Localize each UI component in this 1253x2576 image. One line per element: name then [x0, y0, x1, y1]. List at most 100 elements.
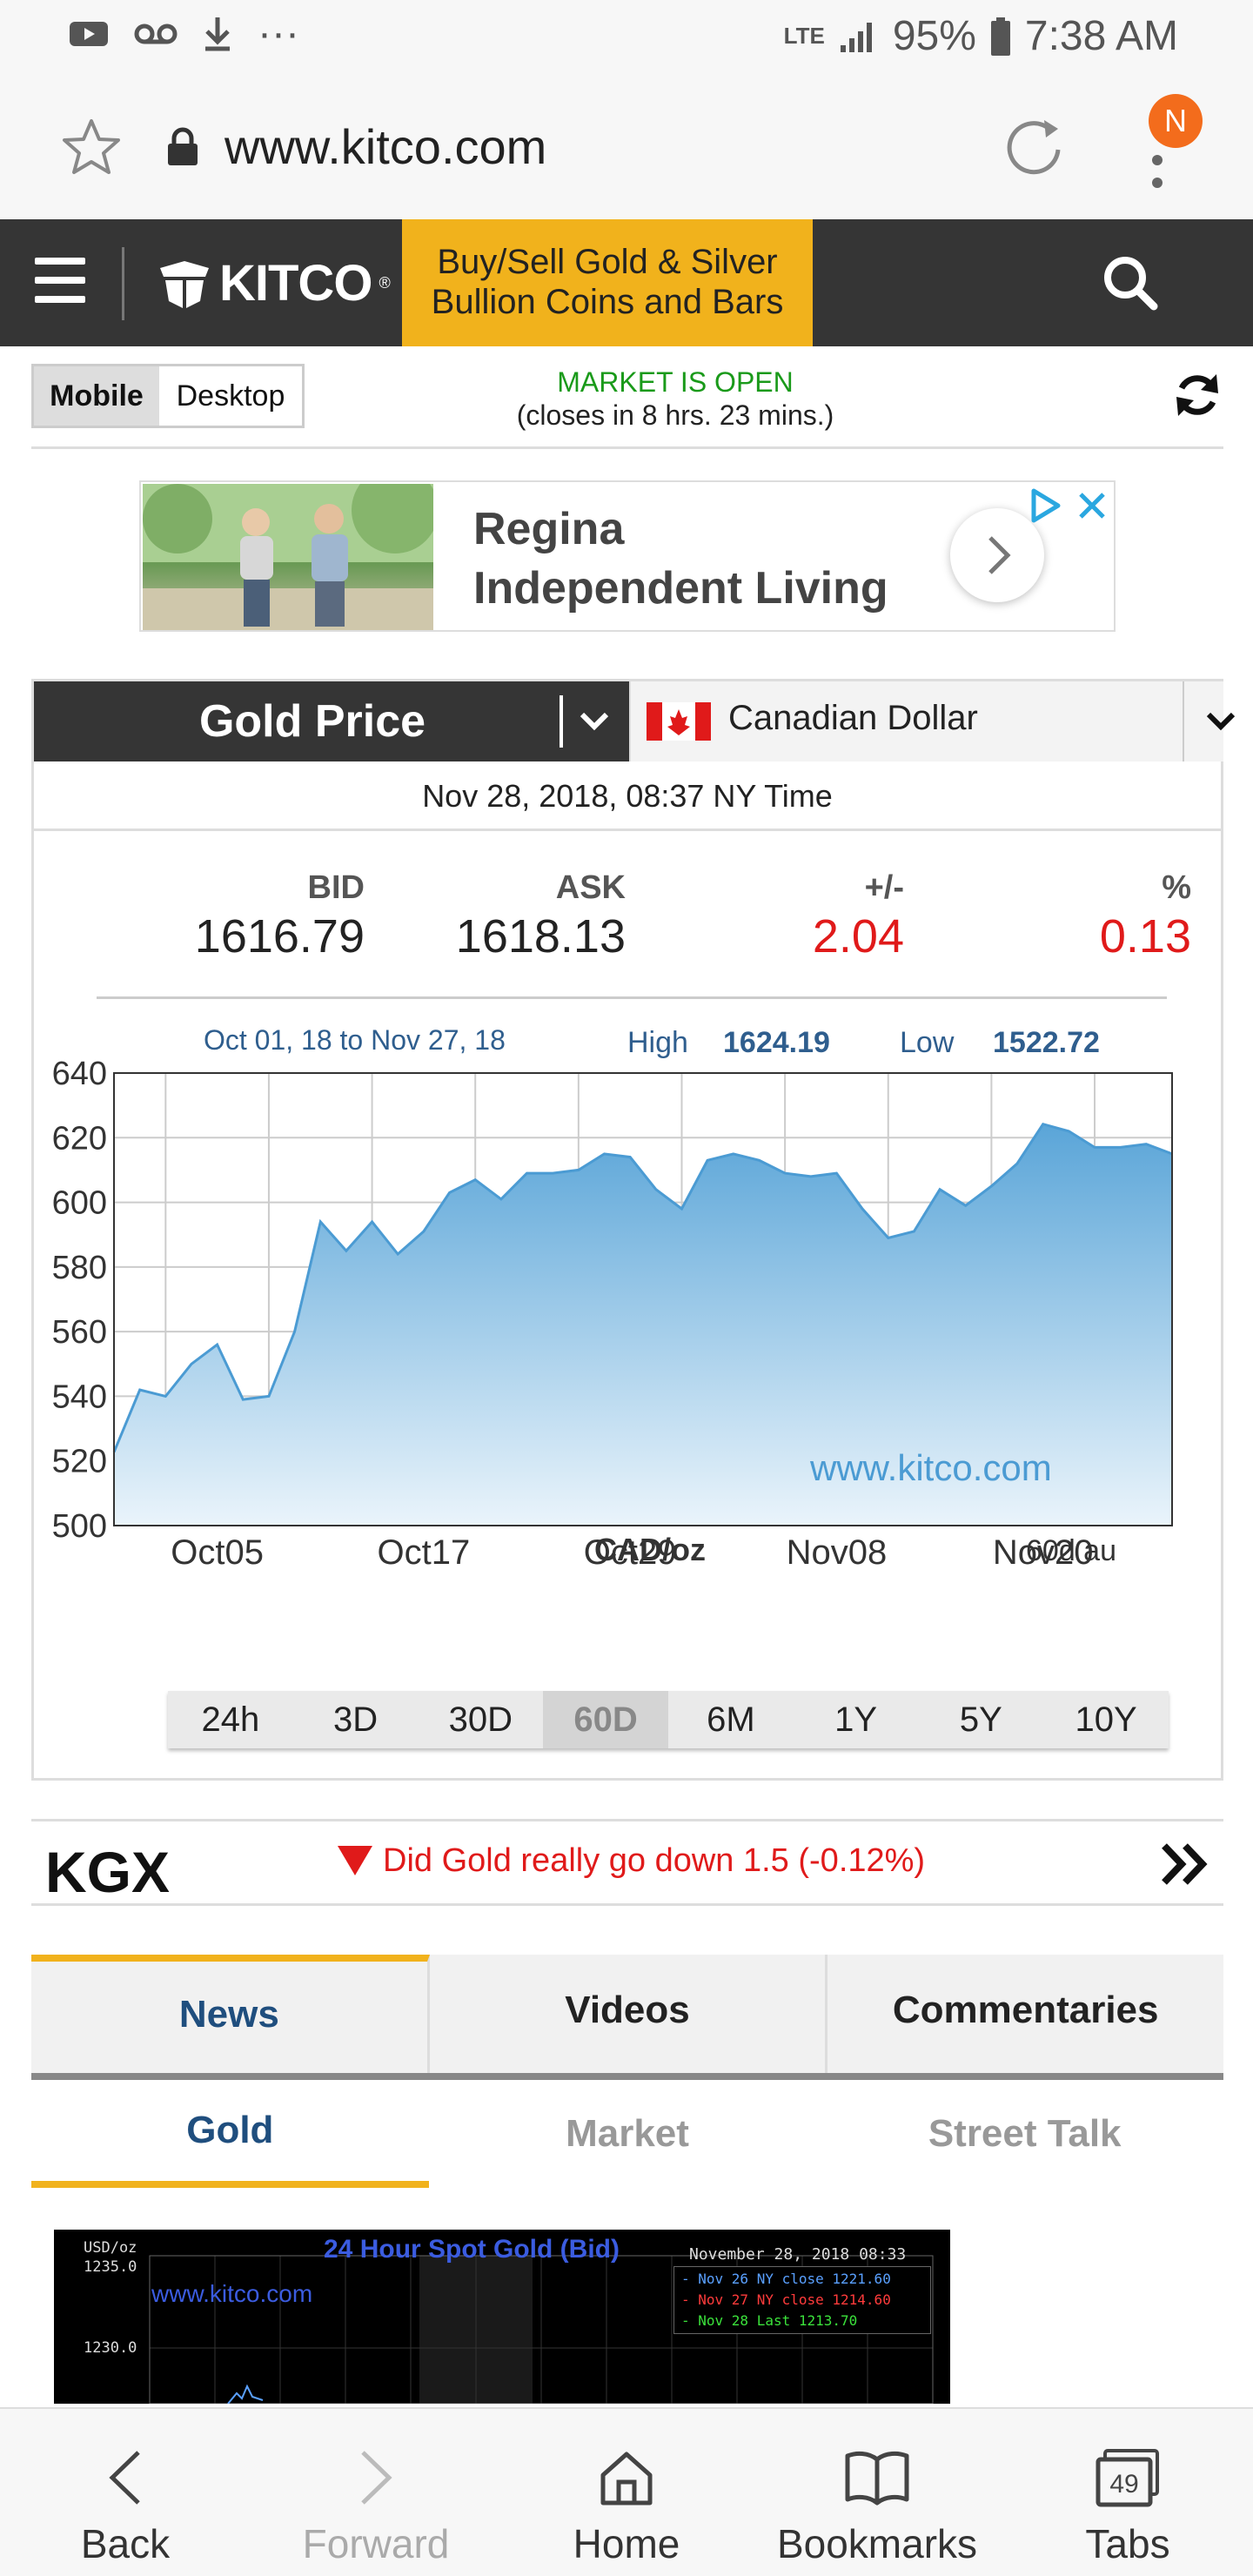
percent-label: %	[1162, 869, 1191, 906]
url-field[interactable]: www.kitco.com	[224, 119, 547, 174]
period-24h[interactable]: 24h	[201, 1701, 260, 1739]
spot-unit-label: USD/oz	[84, 2239, 137, 2257]
spot-gold-chart[interactable]: USD/oz 1235.0 1230.0 24 Hour Spot Gold (…	[54, 2230, 950, 2404]
kgx-message: Did Gold really go down 1.5 (-0.12%)	[383, 1842, 926, 1879]
logo-text: KITCO	[219, 255, 372, 312]
ad-chevron-right-icon[interactable]	[950, 508, 1044, 602]
y-tick-label: 1560	[51, 1314, 107, 1351]
ad-title-line-2: Independent Living	[473, 563, 888, 614]
currency-selector[interactable]: Canadian Dollar	[629, 681, 1236, 761]
spot-unit: USD/oz 1235.0	[84, 2238, 137, 2277]
period-selector: 24h 3D 30D 60D 6M 1Y 5Y 10Y	[168, 1691, 1169, 1748]
period-30d[interactable]: 30D	[448, 1701, 513, 1739]
advertisement[interactable]: Regina Independent Living	[139, 480, 1116, 632]
kitco-logo[interactable]: KITCO ®	[157, 254, 391, 312]
y-tick-label: 1580	[51, 1250, 107, 1286]
bookmarks-button[interactable]: Bookmarks	[752, 2409, 1002, 2576]
chart-low-label: Low	[900, 1026, 955, 1059]
metal-selector[interactable]: Gold Price	[34, 681, 629, 761]
chart-low-value: 1522.72	[993, 1026, 1100, 1059]
lock-icon	[168, 127, 198, 165]
y-tick-label: 1540	[51, 1379, 107, 1415]
selector-divider	[559, 695, 563, 748]
tab-videos[interactable]: Videos	[430, 1955, 828, 2073]
forward-label: Forward	[302, 2521, 450, 2566]
subtab-market[interactable]: Market	[566, 2112, 689, 2155]
gold-price-chart[interactable]: 1640 1620 1600 1580 1560 1540 1520 1500 Oct05 Oc…	[51, 1021, 1209, 1613]
back-arrow-icon	[109, 2451, 140, 2505]
adchoices-icon[interactable]	[1022, 484, 1067, 527]
spot-date: November 28, 2018 08:33	[689, 2245, 907, 2264]
period-10y[interactable]: 10Y	[1075, 1701, 1137, 1739]
tab-news[interactable]: News	[31, 1955, 430, 2073]
bookmark-star-icon[interactable]	[61, 117, 122, 178]
gold-price-widget: Gold Price Canadian Dollar Nov 28, 2018,…	[31, 679, 1236, 1781]
spot-top-value: 1235.0	[84, 2258, 137, 2276]
bid-label: BID	[307, 869, 365, 906]
banner-line-2: Bullion Coins and Bars	[431, 283, 784, 321]
search-icon[interactable]	[1100, 252, 1161, 313]
spot-legend-item: - Nov 26 NY close 1221.60	[681, 2271, 891, 2287]
price-area	[114, 1124, 1172, 1526]
hamburger-menu-icon[interactable]	[35, 258, 85, 306]
period-5y[interactable]: 5Y	[959, 1701, 1002, 1739]
youtube-icon	[70, 22, 108, 46]
back-label: Back	[80, 2521, 171, 2566]
period-1y[interactable]: 1Y	[834, 1701, 878, 1739]
double-chevron-right-icon[interactable]	[1159, 1839, 1211, 1889]
change-value: 2.04	[812, 910, 904, 963]
browser-bottom-nav: Back Forward Home Bookmarks 49 Tabs	[0, 2407, 1253, 2576]
logo-registered: ®	[379, 274, 391, 292]
desktop-view-button[interactable]: Desktop	[176, 379, 285, 413]
news-tabs: News Videos Commentaries	[31, 1955, 1223, 2080]
y-tick-label: 1620	[51, 1120, 107, 1157]
browser-menu-icon[interactable]	[1140, 117, 1175, 195]
x-tick-label: Oct29	[584, 1533, 677, 1572]
forward-button[interactable]: Forward	[251, 2409, 501, 2576]
back-button[interactable]: Back	[0, 2409, 251, 2576]
tab-commentaries[interactable]: Commentaries	[892, 1989, 1159, 2031]
bookmarks-book-icon	[845, 2451, 909, 2506]
tabs-button[interactable]: 49 Tabs	[1002, 2409, 1253, 2576]
tabs-icon: 49	[1096, 2449, 1159, 2507]
market-status-bar: Mobile Desktop MARKET IS OPEN (closes in…	[31, 346, 1223, 449]
reload-icon[interactable]	[1001, 111, 1070, 181]
x-tick-label: Nov20	[993, 1533, 1094, 1572]
forward-arrow-icon	[361, 2451, 392, 2505]
header-divider	[122, 247, 124, 320]
download-icon	[205, 17, 230, 51]
percent-value: 0.13	[1099, 910, 1191, 963]
y-tick-label: 1640	[51, 1056, 107, 1092]
period-60d[interactable]: 60D	[543, 1691, 668, 1748]
chevron-down-icon[interactable]	[575, 704, 613, 739]
chart-range-label: Oct 01, 18 to Nov 27, 18	[204, 1024, 506, 1056]
subtab-gold[interactable]: Gold	[31, 2080, 429, 2188]
buy-sell-banner[interactable]: Buy/Sell Gold & Silver Bullion Coins and…	[402, 219, 813, 346]
spot-chart-title: 24 Hour Spot Gold (Bid)	[324, 2235, 620, 2264]
refresh-icon[interactable]	[1171, 369, 1223, 421]
change-label: +/-	[864, 869, 904, 906]
spot-watermark: www.kitco.com	[151, 2280, 313, 2307]
mobile-view-button[interactable]: Mobile	[34, 366, 159, 426]
period-6m[interactable]: 6M	[707, 1701, 755, 1739]
subtab-street-talk[interactable]: Street Talk	[928, 2112, 1122, 2155]
period-3d[interactable]: 3D	[333, 1701, 379, 1739]
market-open-label: MARKET IS OPEN	[557, 366, 794, 398]
x-tick-label: Nov08	[787, 1533, 888, 1572]
x-tick-label: Oct05	[171, 1533, 264, 1572]
kgx-bar[interactable]: KGX Did Gold really go down 1.5 (-0.12%)	[31, 1819, 1223, 1906]
canada-flag-icon	[647, 702, 711, 741]
spot-legend-item: - Nov 27 NY close 1214.60	[681, 2291, 891, 2308]
currency-chevron-down-icon[interactable]	[1202, 704, 1240, 739]
spot-legend-item: - Nov 28 Last 1213.70	[681, 2312, 858, 2329]
home-button[interactable]: Home	[501, 2409, 752, 2576]
ask-label: ASK	[555, 869, 626, 906]
chart-watermark: www.kitco.com	[809, 1447, 1052, 1488]
bookmarks-label: Bookmarks	[776, 2521, 978, 2566]
voicemail-icon	[134, 23, 178, 44]
ad-photo	[143, 484, 433, 630]
profile-avatar[interactable]: N	[1149, 94, 1203, 148]
banner-line-1: Buy/Sell Gold & Silver	[437, 243, 778, 281]
ad-close-icon[interactable]	[1070, 484, 1114, 527]
signal-icon	[840, 22, 872, 52]
